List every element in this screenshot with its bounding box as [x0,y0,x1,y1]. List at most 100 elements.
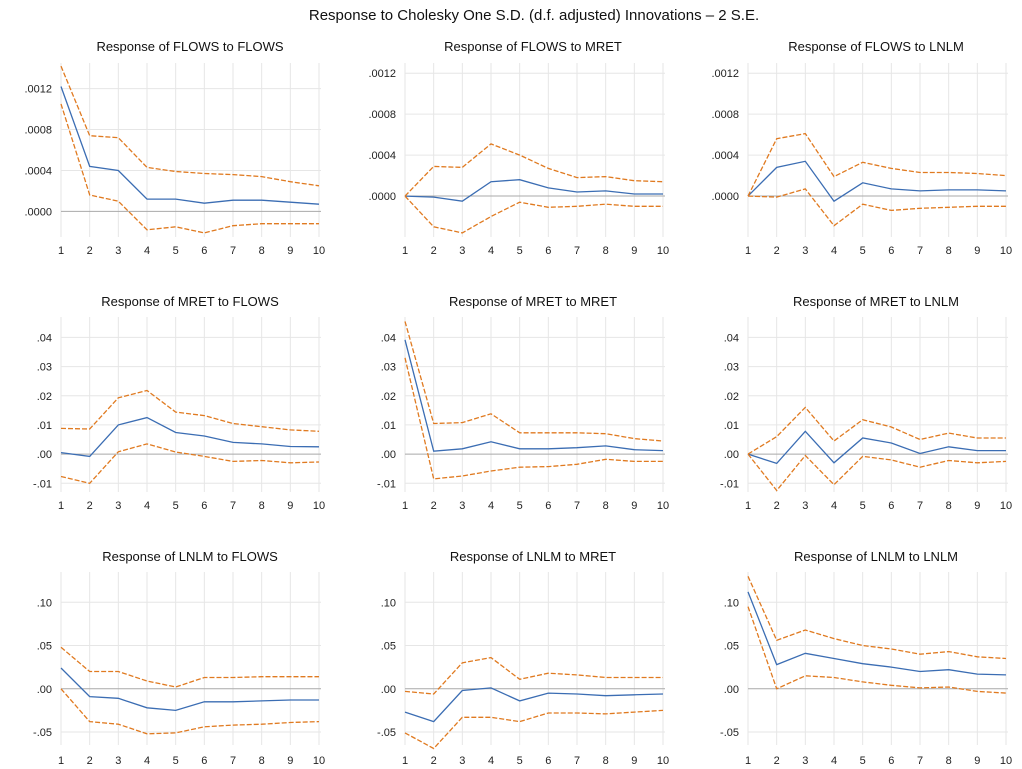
x-tick-label: 5 [173,500,179,512]
x-tick-label: 10 [1000,755,1012,767]
x-tick-label: 8 [603,755,609,767]
y-tick-label: .10 [724,597,739,609]
x-tick-label: 3 [802,755,808,767]
x-tick-label: 2 [431,755,437,767]
panel-title: Response of FLOWS to FLOWS [96,39,283,54]
x-tick-label: 6 [888,500,894,512]
upper-band-line [404,321,664,442]
x-tick-label: 2 [87,500,93,512]
y-tick-label: .01 [37,420,52,432]
x-tick-label: 10 [657,500,669,512]
panel-title: Response of MRET to LNLM [793,294,959,309]
upper-band-line [747,406,1006,455]
x-tick-label: 10 [1000,500,1012,512]
x-tick-label: 4 [144,245,150,257]
x-tick-label: 3 [459,500,465,512]
x-tick-label: 2 [774,500,780,512]
y-tick-label: .0012 [368,68,396,80]
x-tick-label: 4 [488,245,494,257]
irf-panel: Response of FLOWS to FLOWS .0000 .0004 .000… [24,39,325,257]
irf-panel: Response of MRET to FLOWS -.01 .00 .01 .02 .0… [33,294,325,512]
y-tick-label: -.05 [720,727,739,739]
irf-panel: Response of LNLM to LNLM -.05 .00 .05 .10 1 2 3… [720,549,1012,767]
x-tick-label: 1 [58,245,64,257]
y-tick-label: -.05 [33,727,52,739]
x-tick-label: 3 [459,245,465,257]
x-tick-label: 4 [488,755,494,767]
irf-panel: Response of MRET to LNLM -.01 .00 .01 .02 .03… [720,294,1012,512]
x-tick-label: 1 [745,500,751,512]
x-tick-label: 5 [517,755,523,767]
x-tick-label: 9 [287,755,293,767]
y-tick-label: -.05 [377,727,396,739]
x-tick-label: 4 [144,500,150,512]
y-tick-label: .0000 [24,206,52,218]
y-tick-label: .03 [381,362,396,374]
x-tick-label: 5 [173,245,179,257]
upper-band-line [404,656,663,695]
upper-band-line [60,65,320,187]
response-line [747,591,1007,676]
x-tick-label: 6 [545,245,551,257]
x-tick-label: 3 [115,755,121,767]
x-tick-label: 6 [888,755,894,767]
y-tick-label: .00 [381,449,396,461]
x-tick-label: 5 [860,755,866,767]
x-tick-label: 9 [287,245,293,257]
x-tick-label: 6 [201,245,207,257]
lower-band-line [60,443,320,485]
x-tick-label: 1 [745,755,751,767]
y-tick-label: .00 [724,684,739,696]
x-tick-label: 10 [313,500,325,512]
irf-panel: Response of FLOWS to LNLM .0000 .0004 .0008… [711,39,1012,257]
x-tick-label: 4 [488,500,494,512]
x-tick-label: 2 [774,755,780,767]
y-tick-label: .01 [724,420,739,432]
x-tick-label: 10 [657,755,669,767]
x-tick-label: 3 [802,500,808,512]
panel-title: Response of FLOWS to LNLM [788,39,964,54]
lower-band-line [404,195,663,234]
x-tick-label: 9 [974,245,980,257]
x-tick-label: 3 [802,245,808,257]
x-tick-label: 1 [402,500,408,512]
x-tick-label: 5 [860,500,866,512]
y-tick-label: .04 [724,332,739,344]
irf-panel: Response of FLOWS to MRET .0000 .0004 .0008… [368,39,669,257]
y-tick-label: .02 [37,391,52,403]
y-tick-label: .0004 [24,165,52,177]
response-line [747,430,1006,465]
x-tick-label: 3 [459,755,465,767]
y-tick-label: -.01 [33,478,52,490]
x-tick-label: 10 [1000,245,1012,257]
x-tick-label: 4 [831,245,837,257]
x-tick-label: 1 [402,755,408,767]
upper-band-line [404,143,664,197]
lower-band-line [747,453,1007,492]
x-tick-label: 7 [230,245,236,257]
response-line [60,86,320,205]
response-line [747,160,1007,203]
y-tick-label: .00 [381,684,396,696]
y-tick-label: .00 [37,684,52,696]
x-tick-label: 6 [545,500,551,512]
x-tick-label: 2 [87,245,93,257]
x-tick-label: 8 [259,245,265,257]
y-tick-label: -.01 [720,478,739,490]
x-tick-label: 9 [631,245,637,257]
x-tick-label: 1 [402,245,408,257]
x-tick-label: 4 [831,755,837,767]
lower-band-line [747,188,1006,227]
lower-band-line [60,688,320,735]
upper-band-line [60,389,320,432]
y-tick-label: .00 [724,449,739,461]
x-tick-label: 2 [431,245,437,257]
x-tick-label: 8 [603,500,609,512]
x-tick-label: 7 [230,500,236,512]
y-tick-label: .0000 [368,191,396,203]
x-tick-label: 6 [888,245,894,257]
x-tick-label: 2 [431,500,437,512]
panel-title: Response of LNLM to LNLM [794,549,958,564]
x-tick-label: 8 [946,755,952,767]
x-tick-label: 8 [946,500,952,512]
